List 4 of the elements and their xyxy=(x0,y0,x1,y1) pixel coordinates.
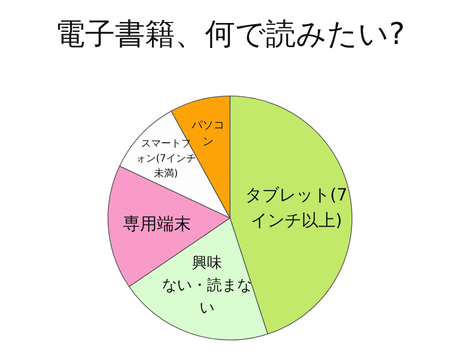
slice-label: タブレット(7インチ以上) xyxy=(245,186,348,232)
slice-label: 専用端末 xyxy=(123,214,192,235)
slice-label: 興味ない・読まない xyxy=(162,254,252,317)
chart-title: 電子書籍、何で読みたい? xyxy=(55,17,405,52)
